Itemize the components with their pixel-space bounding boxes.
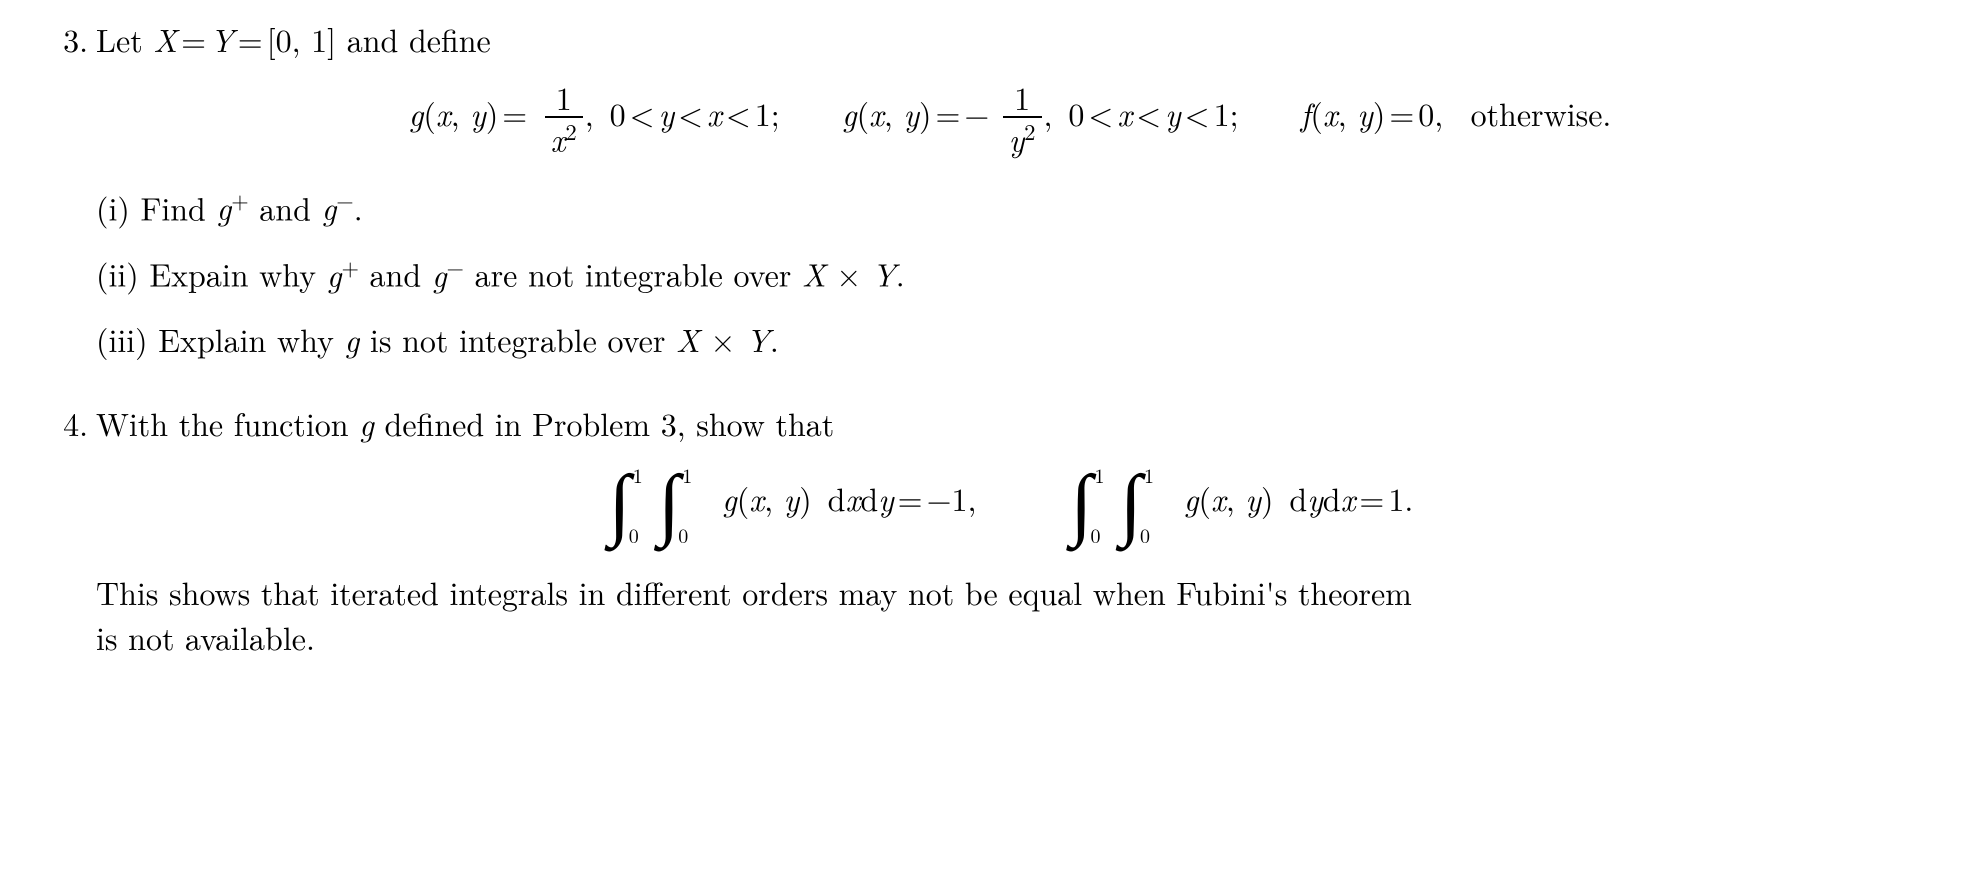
- text: Find: [140, 185, 216, 230]
- text: Explain why: [158, 317, 344, 362]
- page: 3. Let X=Y=[0, 1] and define g(x, y)= 1 …: [0, 0, 1964, 882]
- text: and: [249, 185, 322, 230]
- fraction-numer: 1: [545, 81, 583, 117]
- fraction-2: 1 y2: [1003, 81, 1042, 157]
- integral-icon: ∫ 1 0: [1071, 465, 1105, 543]
- text: and: [359, 252, 432, 297]
- problem-3-number: 3.: [40, 18, 96, 63]
- g-minus: g−: [432, 252, 464, 297]
- g: g: [359, 401, 374, 446]
- problem-4-number: 4.: [40, 402, 96, 447]
- problem-3-definition: g(x, y)= 1 x2 , 0<y<x<1; g(x, y)=− 1 y2 …: [96, 81, 1924, 157]
- problem-3-intro: Let X=Y=[0, 1] and define: [96, 18, 1924, 63]
- text: is not integrable over: [359, 317, 676, 362]
- problem-4-intro: With the function g defined in Problem 3…: [96, 402, 1924, 447]
- problem-3: 3. Let X=Y=[0, 1] and define g(x, y)= 1 …: [40, 18, 1924, 382]
- fraction-numer: 1: [1003, 81, 1042, 117]
- integral-icon: ∫ 1 0: [1120, 465, 1154, 543]
- piece-3: f(x, y)=0,: [1301, 91, 1455, 136]
- g-minus: g−: [322, 185, 354, 230]
- text-line: This shows that iterated integrals in di…: [96, 571, 1924, 616]
- piece-1: g(x, y)= 1 x2 , 0<y<x<1;: [409, 91, 792, 136]
- part-label: (i): [96, 185, 140, 230]
- piece-2: g(x, y)=− 1 y2 , 0<x<y<1;: [842, 91, 1250, 136]
- problem-4-integrals: ∫ 1 0 ∫ 1 0 g(x, y) dxdy=−1, ∫ 1: [96, 465, 1924, 543]
- g-plus: g+: [217, 185, 249, 230]
- X-times-Y: X × Y: [676, 317, 770, 362]
- problem-4: 4. With the function g defined in Proble…: [40, 402, 1924, 660]
- text: Expain why: [149, 252, 326, 297]
- problem-4-conclusion: This shows that iterated integrals in di…: [96, 571, 1924, 661]
- fraction-denom: x2: [545, 116, 583, 156]
- math-domain: X=Y=[0, 1]: [153, 17, 336, 62]
- part-label: (iii): [96, 317, 158, 362]
- text-line: is not available.: [96, 616, 1924, 661]
- iterated-integral-dydx: ∫ 1 0 ∫ 1 0 g(x, y) dydx=1.: [1069, 476, 1414, 521]
- fraction-denom: y2: [1003, 116, 1042, 156]
- text: defined in Problem 3, show that: [374, 401, 834, 446]
- otherwise-text: otherwise.: [1455, 91, 1612, 136]
- text: .: [354, 185, 363, 230]
- part-ii: (ii) Expain why g+ and g− are not integr…: [96, 251, 1924, 297]
- g-plus: g+: [327, 252, 359, 297]
- part-i: (i) Find g+ and g−.: [96, 185, 1924, 231]
- X-times-Y: X × Y: [802, 252, 896, 297]
- text: .: [770, 317, 779, 362]
- problem-3-body: Let X=Y=[0, 1] and define g(x, y)= 1 x2 …: [96, 18, 1924, 382]
- text: Let: [96, 17, 153, 62]
- fraction-1: 1 x2: [545, 81, 583, 157]
- text: and define: [336, 17, 491, 62]
- problem-3-subparts: (i) Find g+ and g−. (ii) Expain why g+ a…: [96, 185, 1924, 363]
- text: .: [896, 252, 905, 297]
- iterated-integral-dxdy: ∫ 1 0 ∫ 1 0 g(x, y) dxdy=−1,: [607, 476, 988, 521]
- g: g: [345, 317, 360, 362]
- integral-icon: ∫ 1 0: [609, 465, 643, 543]
- integral-icon: ∫ 1 0: [658, 465, 692, 543]
- problem-4-body: With the function g defined in Problem 3…: [96, 402, 1924, 660]
- part-label: (ii): [96, 252, 149, 297]
- part-iii: (iii) Explain why g is not integrable ov…: [96, 318, 1924, 363]
- text: With the function: [96, 401, 359, 446]
- text: are not integrable over: [464, 252, 802, 297]
